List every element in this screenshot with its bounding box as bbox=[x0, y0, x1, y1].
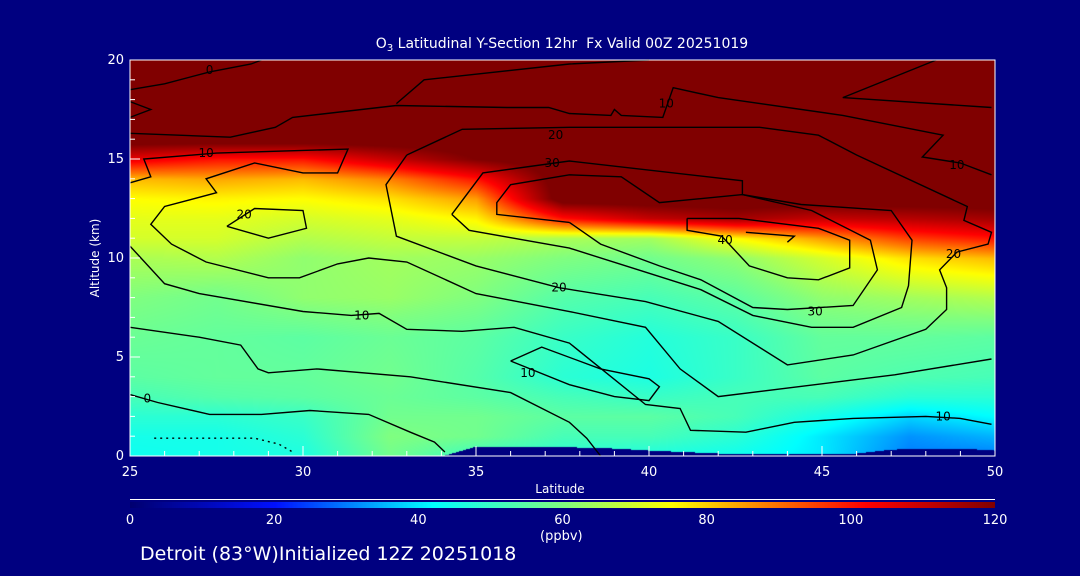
contour-label: 20 bbox=[237, 207, 252, 221]
y-tick-label: 15 bbox=[107, 152, 124, 167]
contour-label: 10 bbox=[198, 146, 213, 160]
contour-label: 30 bbox=[544, 156, 559, 170]
contour-label: 10 bbox=[659, 97, 674, 111]
chart-title: O3 Latitudinal Y-Section 12hr Fx Valid 0… bbox=[0, 37, 1080, 54]
y-tick-label: 0 bbox=[115, 449, 124, 464]
colorbar-tick-label: 20 bbox=[265, 513, 283, 528]
contour-label: 20 bbox=[551, 281, 566, 295]
colorbar bbox=[130, 502, 995, 508]
contour-line bbox=[129, 326, 602, 457]
y-tick-label: 20 bbox=[107, 53, 124, 68]
contour-label: 0 bbox=[206, 63, 214, 77]
contour-line bbox=[129, 86, 992, 176]
x-tick-label: 25 bbox=[121, 465, 139, 480]
title-rest: Latitudinal Y-Section 12hr Fx Valid 00Z … bbox=[393, 36, 749, 52]
x-tick-label: 35 bbox=[467, 465, 485, 480]
contour-line bbox=[129, 148, 992, 398]
x-tick-label: 45 bbox=[813, 465, 831, 480]
colorbar-tick-label: 0 bbox=[125, 513, 135, 528]
contour-label: 10 bbox=[949, 158, 964, 172]
colorbar-frame-line bbox=[130, 499, 995, 500]
contour-line bbox=[129, 393, 446, 453]
title-prefix: O bbox=[375, 36, 387, 52]
contour-line bbox=[745, 231, 797, 243]
x-tick-label: 40 bbox=[640, 465, 658, 480]
contour-line bbox=[129, 245, 992, 433]
colorbar-tick-label: 40 bbox=[410, 513, 427, 528]
contour-line bbox=[496, 174, 879, 311]
y-tick-label: 10 bbox=[107, 251, 124, 266]
contour-line bbox=[154, 437, 293, 453]
contour-label: 10 bbox=[354, 308, 369, 322]
footer-station-info: Detroit (83°W)Initialized 12Z 20251018 bbox=[140, 543, 517, 565]
contour-line bbox=[226, 207, 308, 239]
contour-label: 0 bbox=[143, 392, 151, 406]
contour-line bbox=[129, 59, 262, 91]
contour-line bbox=[451, 160, 913, 328]
colorbar-units: (ppbv) bbox=[540, 529, 583, 544]
colorbar-tick-label: 60 bbox=[554, 513, 571, 528]
contour-line bbox=[510, 346, 661, 402]
title-subscript: 3 bbox=[386, 43, 394, 54]
colorbar-tick-label: 80 bbox=[698, 513, 715, 528]
contour-line bbox=[842, 59, 992, 109]
colorbar-tick-label: 100 bbox=[838, 513, 864, 528]
x-axis-title: Latitude bbox=[535, 482, 585, 496]
contour-line bbox=[686, 217, 851, 281]
contour-label: 20 bbox=[946, 247, 961, 261]
contour-label: 20 bbox=[548, 128, 563, 142]
contour-line bbox=[129, 100, 153, 119]
contour-label: 10 bbox=[935, 409, 950, 423]
y-tick-label: 5 bbox=[115, 350, 124, 365]
ozone-field-heatmap bbox=[130, 60, 995, 456]
colorbar-tick-label: 120 bbox=[982, 513, 1008, 528]
contour-label: 30 bbox=[807, 304, 822, 318]
contour-label: 40 bbox=[717, 233, 732, 247]
contour-line bbox=[385, 126, 993, 366]
contour-label: 10 bbox=[520, 366, 535, 380]
contour-line bbox=[395, 59, 650, 105]
x-tick-label: 50 bbox=[986, 465, 1004, 480]
x-tick-label: 30 bbox=[294, 465, 312, 480]
